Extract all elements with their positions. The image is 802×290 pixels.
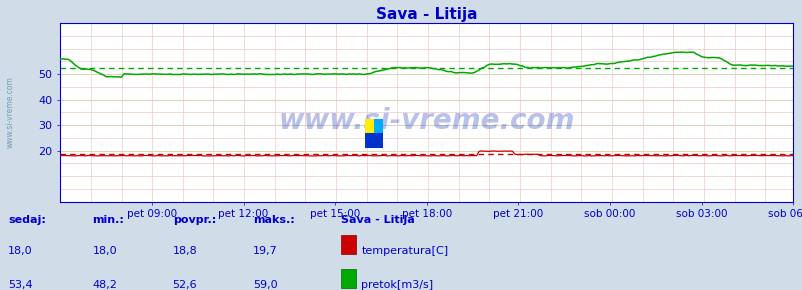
Text: Sava - Litija: Sava - Litija [341,215,415,225]
Text: povpr.:: povpr.: [172,215,216,225]
Bar [374,119,383,133]
Bar [341,235,355,254]
Title: Sava - Litija: Sava - Litija [375,7,477,22]
Text: 18,0: 18,0 [8,246,33,255]
Bar [365,133,383,148]
Bar [365,119,374,133]
Text: maks.:: maks.: [253,215,294,225]
Text: sedaj:: sedaj: [8,215,46,225]
Text: www.si-vreme.com: www.si-vreme.com [6,77,15,148]
Text: 52,6: 52,6 [172,280,197,290]
Text: pretok[m3/s]: pretok[m3/s] [361,280,433,290]
Text: 19,7: 19,7 [253,246,277,255]
Text: 53,4: 53,4 [8,280,33,290]
Text: 59,0: 59,0 [253,280,277,290]
Text: temperatura[C]: temperatura[C] [361,246,448,255]
Text: www.si-vreme.com: www.si-vreme.com [278,107,574,135]
Bar [341,269,355,288]
Text: 18,8: 18,8 [172,246,197,255]
Text: 18,0: 18,0 [92,246,117,255]
Text: min.:: min.: [92,215,124,225]
Text: 48,2: 48,2 [92,280,117,290]
